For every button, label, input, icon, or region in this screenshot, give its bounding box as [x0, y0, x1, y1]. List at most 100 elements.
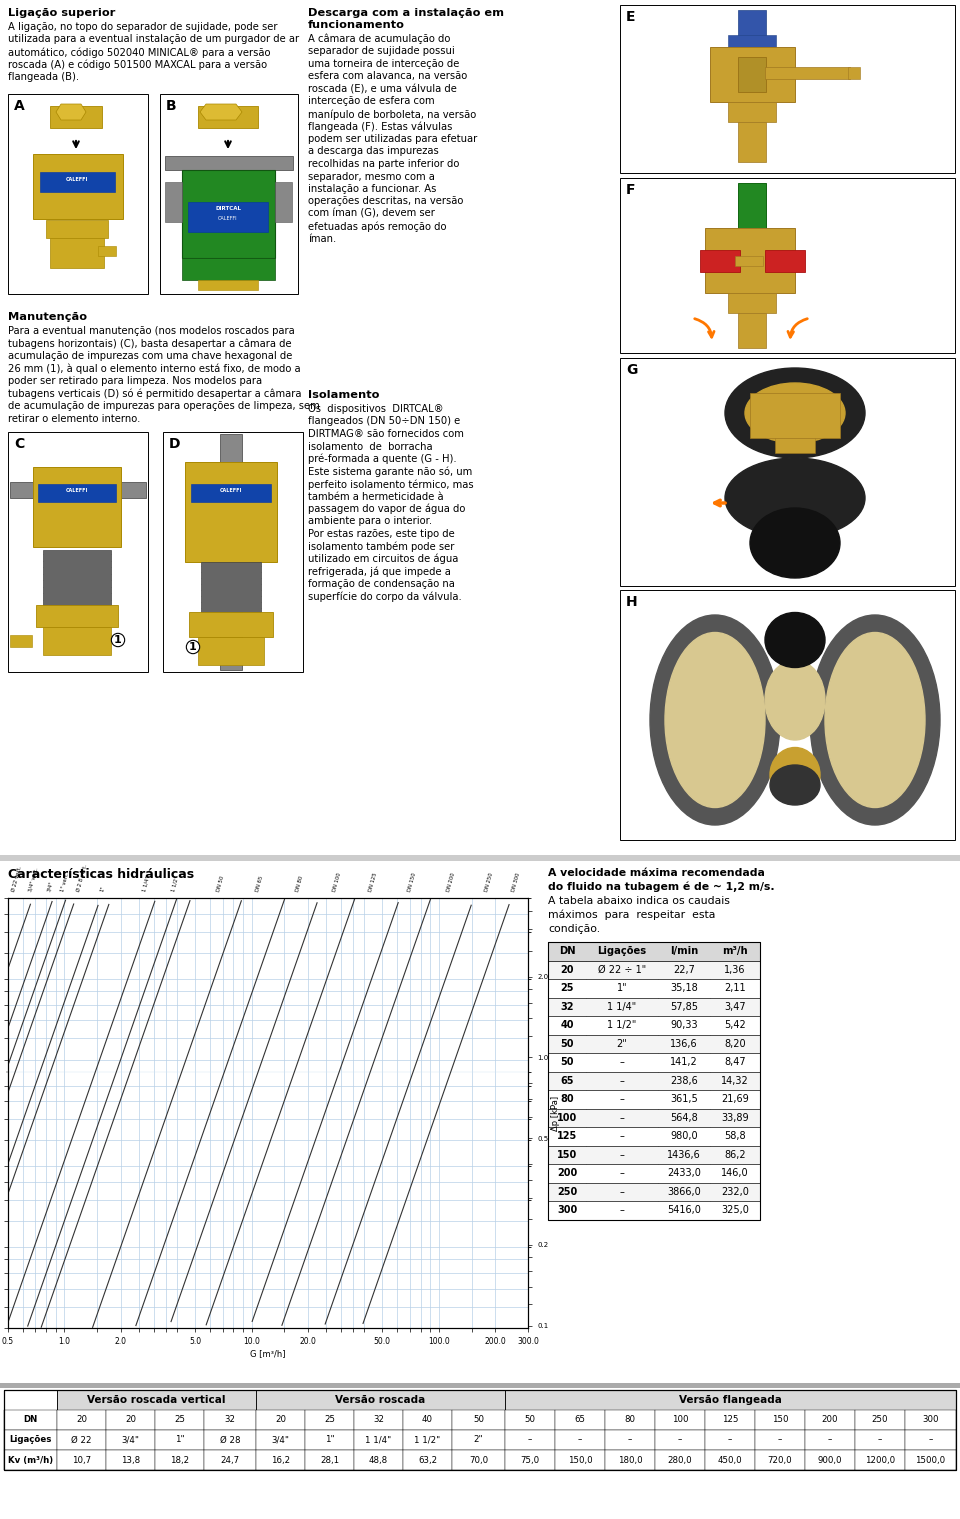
- Bar: [191, 485, 271, 501]
- Text: 200: 200: [557, 1168, 577, 1179]
- Bar: [620, 178, 955, 352]
- Text: 8,47: 8,47: [724, 1057, 746, 1068]
- Bar: [505, 1429, 555, 1451]
- Bar: [855, 1410, 905, 1429]
- X-axis label: G [m³/h]: G [m³/h]: [251, 1349, 286, 1358]
- Text: Ø 2 8 vert.: Ø 2 8 vert.: [76, 864, 87, 892]
- Bar: [620, 589, 955, 840]
- Text: DN 65: DN 65: [255, 875, 265, 892]
- Text: 250: 250: [872, 1416, 888, 1425]
- Text: Isolamento: Isolamento: [308, 390, 379, 399]
- Text: A tabela abaixo indica os caudais: A tabela abaixo indica os caudais: [548, 896, 730, 905]
- Bar: [57, 1451, 106, 1470]
- Bar: [750, 393, 840, 437]
- Text: recolhidas na parte inferior do: recolhidas na parte inferior do: [308, 159, 460, 169]
- Text: tubagens verticais (D) só é permitido desapertar a câmara: tubagens verticais (D) só é permitido de…: [8, 389, 301, 399]
- Text: 150: 150: [557, 1150, 577, 1159]
- Bar: [57, 1410, 106, 1429]
- Text: CALEFFI: CALEFFI: [218, 216, 238, 220]
- Text: ambiente para o interior.: ambiente para o interior.: [308, 516, 432, 527]
- Text: uma torneira de interceção de: uma torneira de interceção de: [308, 59, 460, 68]
- Text: a descarga das impurezas: a descarga das impurezas: [308, 146, 439, 156]
- Text: roscada (A) e código 501500 MAXCAL para a versão: roscada (A) e código 501500 MAXCAL para …: [8, 59, 267, 70]
- Text: acumulação de impurezas com uma chave hexagonal de: acumulação de impurezas com uma chave he…: [8, 351, 293, 362]
- Ellipse shape: [750, 507, 840, 579]
- Text: CALEFFI: CALEFFI: [66, 178, 88, 182]
- Text: 25: 25: [174, 1416, 185, 1425]
- Bar: [204, 1410, 256, 1429]
- Text: separador, mesmo com a: separador, mesmo com a: [308, 172, 435, 181]
- Text: DN 150: DN 150: [407, 872, 418, 892]
- Text: –: –: [619, 1186, 624, 1197]
- Bar: [548, 1109, 760, 1127]
- Bar: [728, 102, 776, 122]
- Bar: [57, 1429, 106, 1451]
- Bar: [805, 1410, 855, 1429]
- Bar: [548, 1053, 760, 1071]
- Text: isolamento também pode ser: isolamento também pode ser: [308, 541, 454, 551]
- Text: 1 1/2": 1 1/2": [415, 1435, 441, 1445]
- Text: 40: 40: [561, 1021, 574, 1030]
- Text: efetuadas após remoção do: efetuadas após remoção do: [308, 222, 446, 232]
- Bar: [33, 466, 121, 547]
- Text: 280,0: 280,0: [668, 1455, 692, 1464]
- Text: 90,33: 90,33: [670, 1021, 698, 1030]
- Text: 20: 20: [125, 1416, 136, 1425]
- Text: 3/4": 3/4": [272, 1435, 290, 1445]
- Bar: [305, 1451, 354, 1470]
- Text: –: –: [628, 1435, 633, 1445]
- Text: D: D: [169, 437, 180, 451]
- Bar: [548, 1145, 760, 1164]
- Text: 1 1/4": 1 1/4": [366, 1435, 392, 1445]
- Bar: [765, 67, 850, 79]
- Text: separador de sujidade possui: separador de sujidade possui: [308, 47, 455, 56]
- Bar: [735, 257, 763, 266]
- Text: A ligação, no topo do separador de sujidade, pode ser: A ligação, no topo do separador de sujid…: [8, 21, 277, 32]
- Bar: [4, 1410, 956, 1429]
- Ellipse shape: [765, 612, 825, 667]
- Text: 20: 20: [561, 965, 574, 975]
- Text: 65: 65: [561, 1075, 574, 1086]
- Text: 20: 20: [275, 1416, 286, 1425]
- Text: instalação a funcionar. As: instalação a funcionar. As: [308, 184, 437, 194]
- Text: 22,7: 22,7: [673, 965, 695, 975]
- Text: 20: 20: [76, 1416, 87, 1425]
- Text: 32: 32: [373, 1416, 384, 1425]
- Text: perfeito isolamento térmico, mas: perfeito isolamento térmico, mas: [308, 478, 473, 489]
- Bar: [805, 1451, 855, 1470]
- Bar: [705, 1451, 755, 1470]
- Text: DN 100: DN 100: [332, 872, 342, 892]
- Bar: [738, 58, 766, 93]
- Text: condição.: condição.: [548, 924, 600, 934]
- Text: –: –: [619, 1132, 624, 1141]
- Bar: [256, 1451, 305, 1470]
- Text: 1" vert.: 1" vert.: [60, 872, 70, 892]
- Bar: [548, 1091, 760, 1109]
- Text: DIRTMAG® são fornecidos com: DIRTMAG® são fornecidos com: [308, 428, 464, 439]
- Bar: [155, 1429, 204, 1451]
- Text: B: B: [166, 99, 177, 112]
- Text: esfera com alavanca, na versão: esfera com alavanca, na versão: [308, 71, 468, 82]
- Bar: [755, 1451, 805, 1470]
- Bar: [256, 1410, 305, 1429]
- Text: 1": 1": [100, 886, 107, 892]
- Text: também a hermeticidade à: também a hermeticidade à: [308, 492, 444, 501]
- Text: 238,6: 238,6: [670, 1075, 698, 1086]
- Polygon shape: [56, 103, 86, 120]
- Bar: [548, 1034, 760, 1053]
- Text: Ligações: Ligações: [10, 1435, 52, 1445]
- Bar: [204, 1429, 256, 1451]
- Text: G: G: [626, 363, 637, 377]
- Bar: [204, 1451, 256, 1470]
- Bar: [548, 1071, 760, 1091]
- Text: –: –: [728, 1435, 732, 1445]
- Text: passagem do vapor de água do: passagem do vapor de água do: [308, 504, 466, 515]
- Polygon shape: [848, 67, 860, 79]
- Bar: [452, 1410, 505, 1429]
- Bar: [548, 942, 760, 960]
- Text: 3/4" vert.: 3/4" vert.: [28, 867, 39, 892]
- Text: –: –: [828, 1435, 832, 1445]
- Bar: [728, 293, 776, 313]
- Text: Ø 22: Ø 22: [71, 1435, 92, 1445]
- Bar: [605, 1451, 655, 1470]
